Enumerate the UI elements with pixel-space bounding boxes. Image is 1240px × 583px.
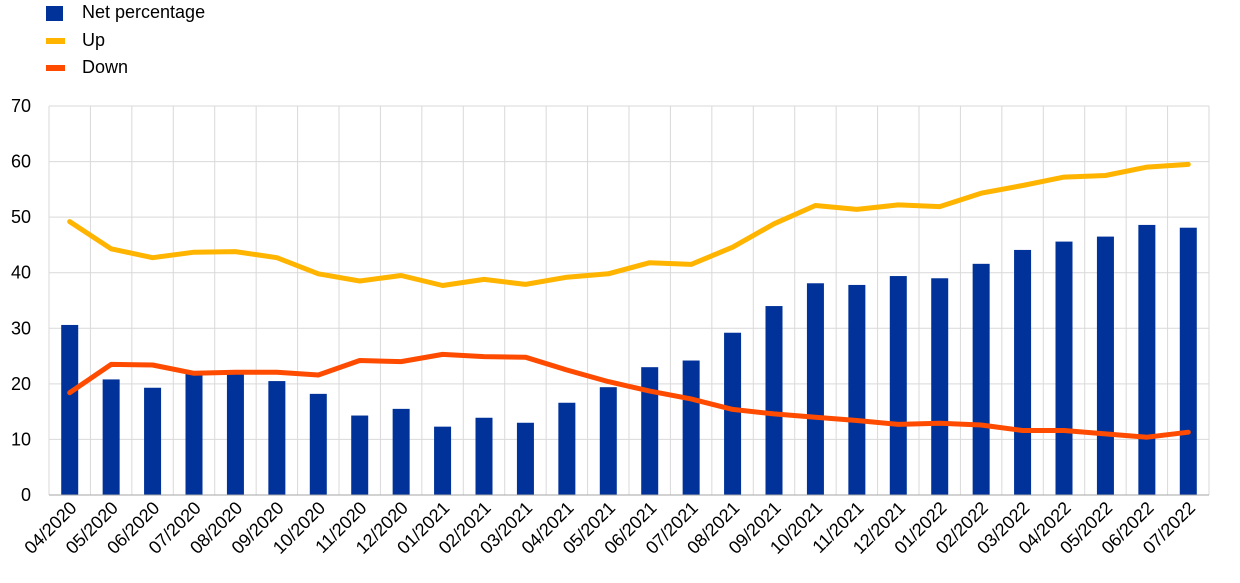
y-tick-label: 0	[21, 485, 31, 505]
legend-label-net-percentage: Net percentage	[82, 2, 206, 22]
bar	[931, 278, 949, 495]
y-tick-label: 10	[11, 429, 31, 449]
legend-swatch-down	[46, 65, 65, 71]
bar	[972, 263, 990, 495]
y-tick-label: 50	[11, 207, 31, 227]
y-tick-label: 40	[11, 263, 31, 283]
bar	[309, 393, 327, 495]
bar	[185, 373, 203, 495]
bar	[682, 360, 700, 495]
bar	[226, 373, 244, 495]
legend-label-down: Down	[82, 57, 129, 77]
y-tick-label: 20	[11, 374, 31, 394]
bar	[268, 381, 286, 495]
bar	[558, 402, 576, 495]
bar	[599, 387, 617, 495]
y-tick-label: 70	[11, 96, 31, 116]
bar	[475, 417, 493, 495]
bar	[1138, 224, 1156, 495]
bar	[765, 306, 783, 495]
bar	[434, 426, 452, 495]
bar	[1014, 249, 1032, 495]
series-line	[67, 161, 1191, 288]
bar	[61, 324, 79, 495]
series-line	[67, 351, 1191, 440]
bar	[724, 332, 742, 495]
bar	[392, 408, 410, 495]
y-tick-label: 60	[11, 152, 31, 172]
bar	[516, 422, 534, 495]
legend-label-up: Up	[82, 29, 106, 50]
bar	[1179, 227, 1197, 496]
bar	[144, 387, 162, 495]
bar	[806, 283, 824, 495]
bar	[889, 276, 907, 495]
bar	[641, 367, 659, 495]
bar	[351, 415, 369, 495]
bar	[1096, 236, 1114, 496]
legend-swatch-up	[46, 37, 65, 44]
bar	[848, 284, 866, 495]
bar	[1055, 241, 1073, 495]
bar	[102, 379, 120, 495]
legend-swatch-net-percentage	[46, 6, 63, 21]
y-tick-label: 30	[11, 318, 31, 338]
